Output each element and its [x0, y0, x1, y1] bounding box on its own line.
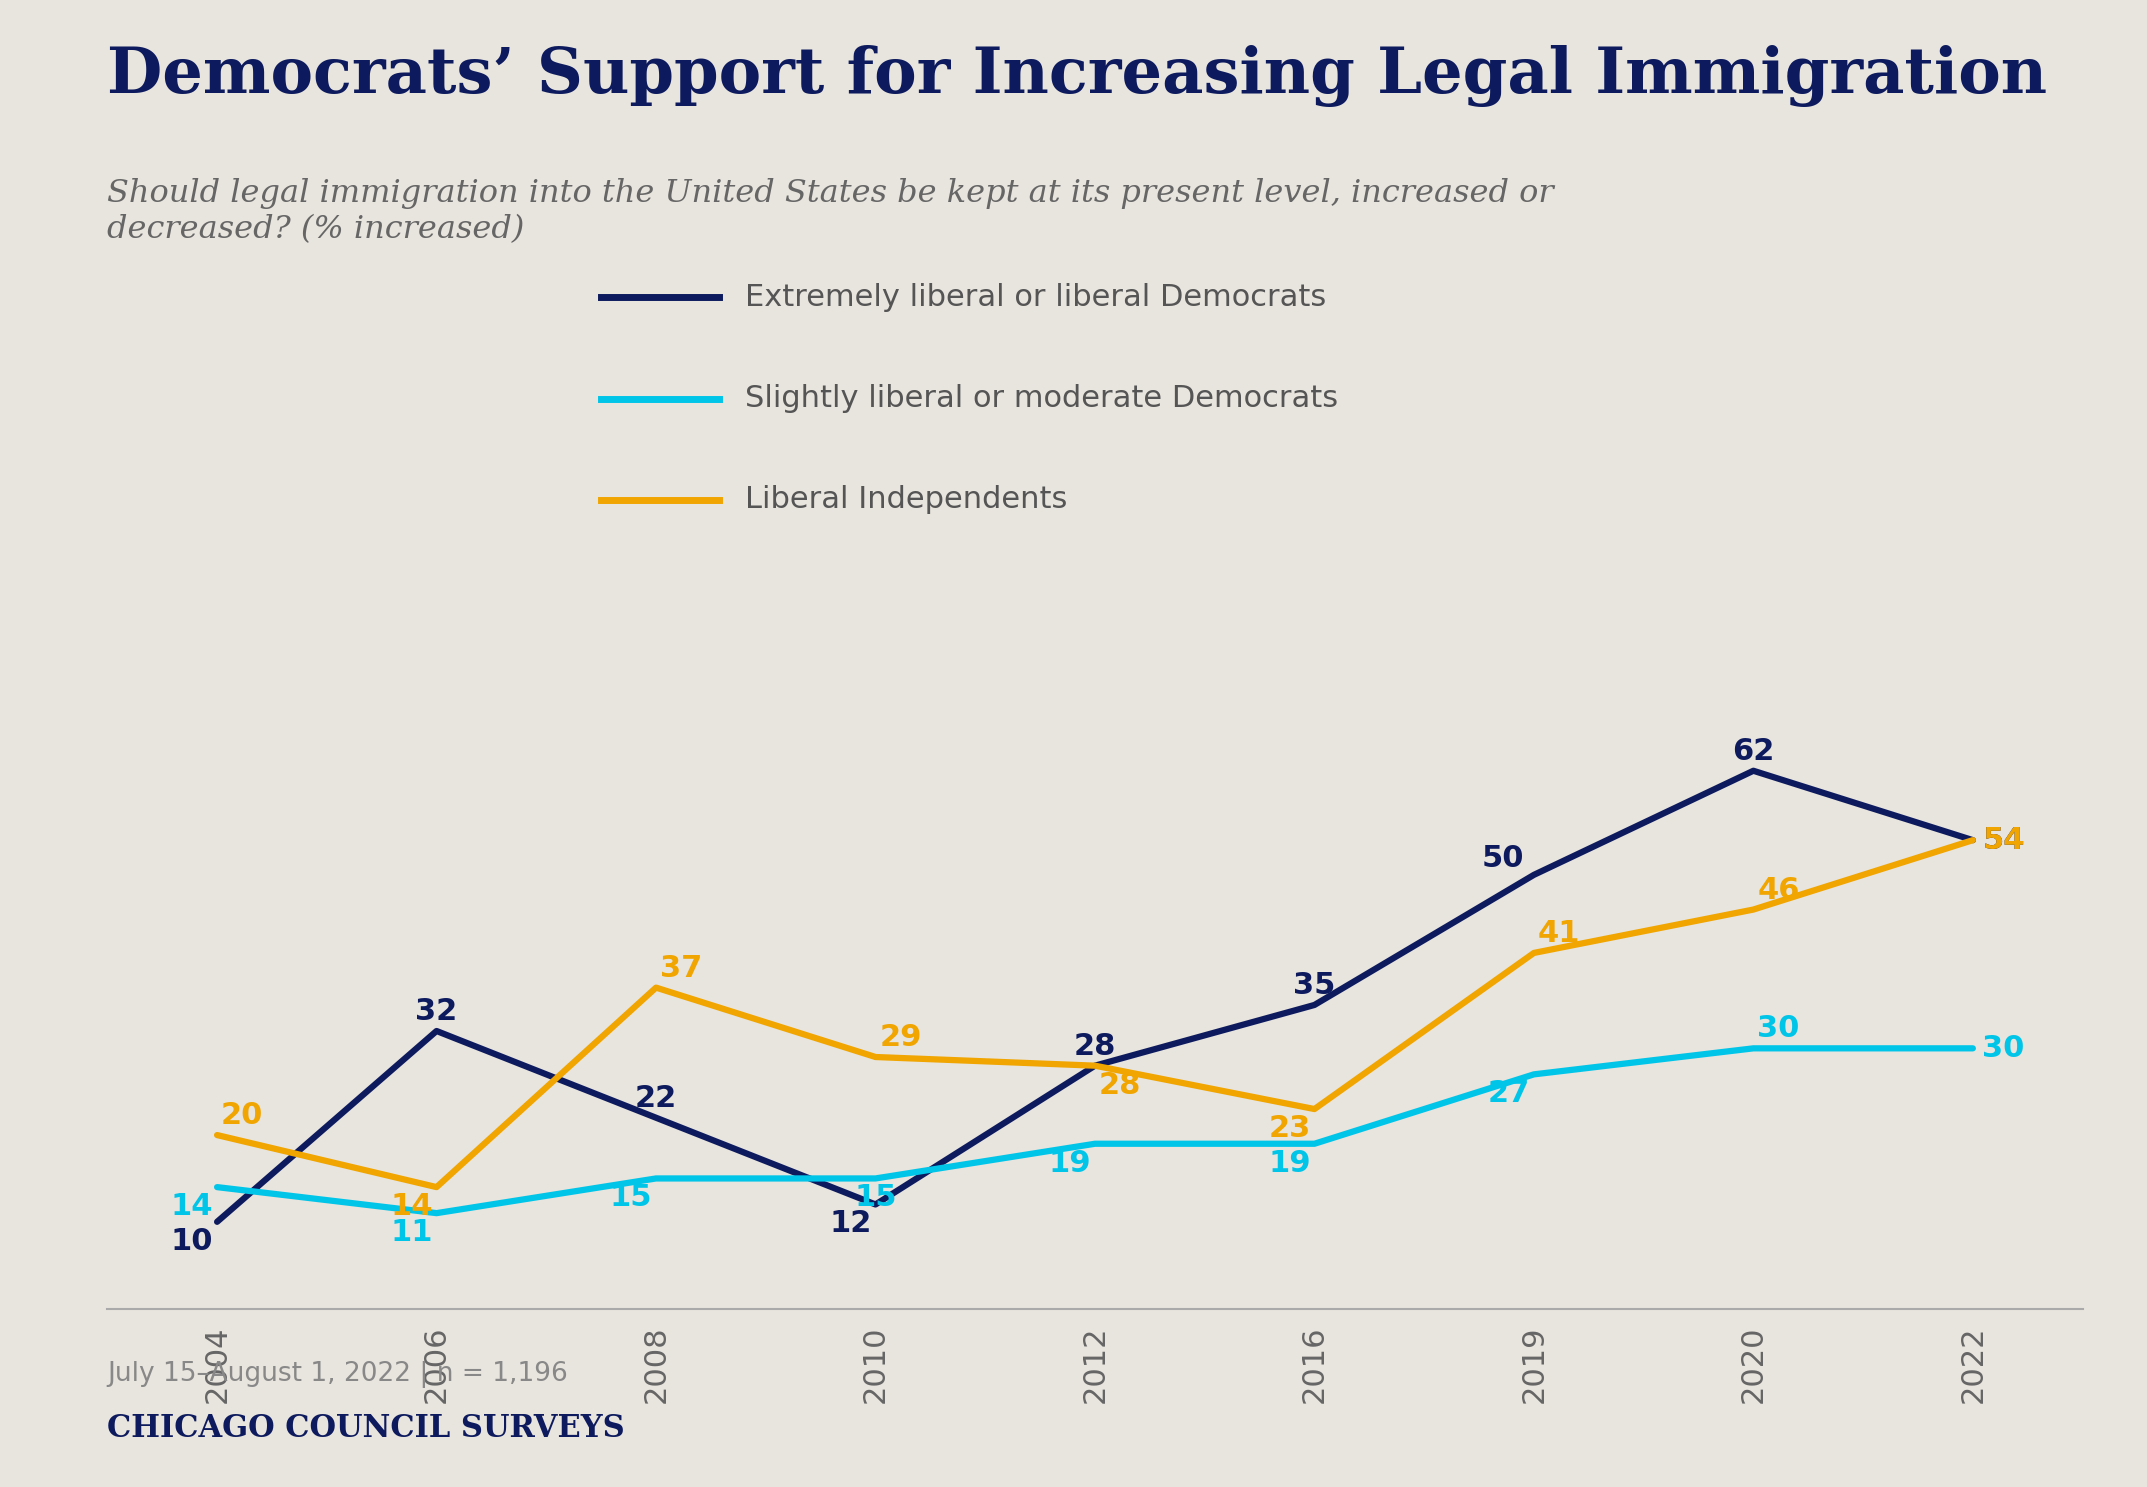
Text: July 15–August 1, 2022 | n = 1,196: July 15–August 1, 2022 | n = 1,196	[107, 1361, 569, 1387]
Text: Liberal Independents: Liberal Independents	[745, 485, 1067, 515]
Text: Democrats’ Support for Increasing Legal Immigration: Democrats’ Support for Increasing Legal …	[107, 45, 2048, 107]
Text: 14: 14	[172, 1193, 213, 1221]
Text: 20: 20	[221, 1102, 264, 1130]
Text: 12: 12	[829, 1209, 872, 1239]
Text: 30: 30	[1756, 1014, 1799, 1044]
Text: 41: 41	[1537, 919, 1580, 949]
Text: 28: 28	[1099, 1071, 1142, 1099]
Text: 15: 15	[855, 1184, 897, 1212]
Text: 32: 32	[414, 998, 457, 1026]
Text: 37: 37	[659, 953, 702, 983]
Text: 27: 27	[1488, 1080, 1531, 1108]
Text: 11: 11	[391, 1218, 434, 1248]
Text: 19: 19	[1048, 1148, 1091, 1178]
Text: 50: 50	[1481, 843, 1524, 873]
Text: 10: 10	[172, 1227, 213, 1255]
Text: 35: 35	[1292, 971, 1335, 1001]
Text: 19: 19	[1269, 1148, 1312, 1178]
Text: 14: 14	[391, 1193, 434, 1221]
Text: Should legal immigration into the United States be kept at its present level, in: Should legal immigration into the United…	[107, 178, 1554, 245]
Text: CHICAGO COUNCIL SURVEYS: CHICAGO COUNCIL SURVEYS	[107, 1413, 625, 1444]
Text: 54: 54	[1982, 825, 2025, 855]
Text: 22: 22	[636, 1084, 676, 1112]
Text: 30: 30	[1982, 1033, 2025, 1063]
Text: 15: 15	[610, 1184, 653, 1212]
Text: 29: 29	[880, 1023, 921, 1053]
Text: 62: 62	[1733, 738, 1776, 766]
Text: Extremely liberal or liberal Democrats: Extremely liberal or liberal Democrats	[745, 283, 1327, 312]
Text: 46: 46	[1756, 876, 1799, 904]
Text: 54: 54	[1982, 825, 2025, 855]
Text: Slightly liberal or moderate Democrats: Slightly liberal or moderate Democrats	[745, 384, 1338, 413]
Text: 28: 28	[1074, 1032, 1116, 1060]
Text: 23: 23	[1269, 1114, 1310, 1144]
